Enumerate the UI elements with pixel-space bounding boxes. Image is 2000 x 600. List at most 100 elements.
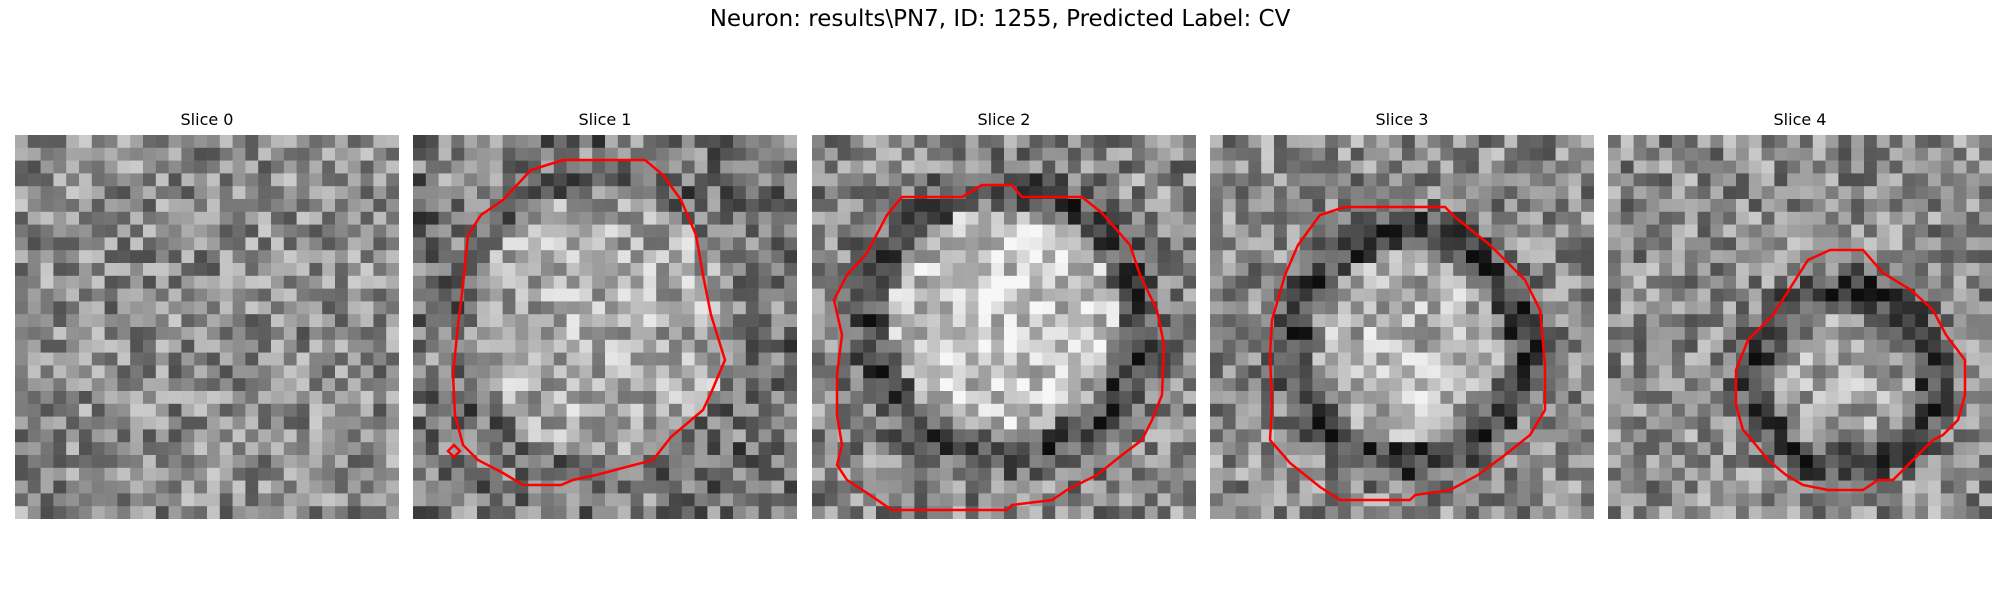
pixel	[322, 365, 336, 379]
pixel	[1274, 442, 1288, 456]
pixel	[79, 199, 93, 213]
pixel	[1312, 314, 1326, 328]
pixel	[1055, 455, 1069, 469]
pixel	[438, 352, 452, 366]
pixel	[952, 314, 966, 328]
pixel	[1659, 480, 1673, 494]
pixel	[656, 352, 670, 366]
pixel	[850, 173, 864, 187]
pixel	[965, 314, 979, 328]
pixel	[1633, 211, 1647, 225]
pixel	[194, 480, 208, 494]
pixel	[1389, 314, 1403, 328]
pixel	[502, 339, 516, 353]
pixel	[1299, 173, 1313, 187]
pixel	[863, 365, 877, 379]
pixel	[155, 288, 169, 302]
pixel	[335, 135, 349, 149]
pixel	[566, 173, 580, 187]
pixel	[1363, 339, 1377, 353]
pixel	[1517, 493, 1531, 507]
pixel	[656, 301, 670, 315]
pixel	[579, 506, 593, 519]
pixel	[1812, 416, 1826, 430]
pixel	[66, 378, 80, 392]
pixel	[143, 211, 157, 225]
pixel	[991, 186, 1005, 200]
pixel	[1210, 160, 1224, 174]
pixel	[1723, 403, 1737, 417]
pixel	[1440, 506, 1454, 519]
pixel	[1068, 442, 1082, 456]
pixel	[1672, 288, 1686, 302]
pixel	[130, 480, 144, 494]
pixel	[104, 493, 118, 507]
pixel	[464, 493, 478, 507]
pixel	[1119, 327, 1133, 341]
pixel	[1723, 211, 1737, 225]
pixel	[1042, 224, 1056, 238]
pixel	[464, 250, 478, 264]
pixel	[1761, 352, 1775, 366]
pixel	[1876, 480, 1890, 494]
pixel	[1555, 352, 1569, 366]
pixel	[605, 160, 619, 174]
pixel	[91, 480, 105, 494]
pixel	[1350, 314, 1364, 328]
pixel	[1068, 173, 1082, 187]
pixel	[1723, 160, 1737, 174]
pixel	[1414, 403, 1428, 417]
pixel	[553, 237, 567, 251]
pixel	[1325, 173, 1339, 187]
pixel	[1235, 378, 1249, 392]
pixel	[707, 506, 721, 519]
pixel	[360, 391, 374, 405]
pixel	[1504, 211, 1518, 225]
pixel	[1633, 199, 1647, 213]
pixel	[1029, 250, 1043, 264]
pixel	[1568, 391, 1582, 405]
pixel	[1517, 314, 1531, 328]
pixel	[850, 378, 864, 392]
slice-title: Slice 3	[1375, 110, 1429, 129]
pixel	[1312, 442, 1326, 456]
pixel	[66, 160, 80, 174]
pixel	[733, 314, 747, 328]
pixel	[1157, 455, 1171, 469]
pixel	[1979, 275, 1992, 289]
pixel	[1248, 250, 1262, 264]
pixel	[1812, 467, 1826, 481]
pixel	[322, 250, 336, 264]
pixel	[245, 314, 259, 328]
pixel	[1581, 237, 1594, 251]
pixel	[1736, 186, 1750, 200]
pixel	[1659, 147, 1673, 161]
pixel	[451, 467, 465, 481]
pixel	[1338, 237, 1352, 251]
pixel	[566, 199, 580, 213]
pixel	[1286, 199, 1300, 213]
pixel	[1350, 275, 1364, 289]
pixel	[733, 275, 747, 289]
pixel	[1504, 160, 1518, 174]
pixel	[322, 403, 336, 417]
pixel	[1710, 314, 1724, 328]
pixel	[1787, 160, 1801, 174]
pixel	[681, 250, 695, 264]
pixel	[258, 493, 272, 507]
pixel	[1697, 160, 1711, 174]
pixel	[502, 416, 516, 430]
pixel	[1363, 467, 1377, 481]
pixel	[901, 506, 915, 519]
pixel	[630, 186, 644, 200]
pixel	[1555, 250, 1569, 264]
pixel	[876, 147, 890, 161]
pixel	[1466, 352, 1480, 366]
pixel	[1093, 403, 1107, 417]
pixel	[837, 199, 851, 213]
pixel	[681, 442, 695, 456]
pixel	[1325, 455, 1339, 469]
pixel	[1697, 250, 1711, 264]
pixel	[1723, 135, 1737, 149]
pixel	[1672, 403, 1686, 417]
